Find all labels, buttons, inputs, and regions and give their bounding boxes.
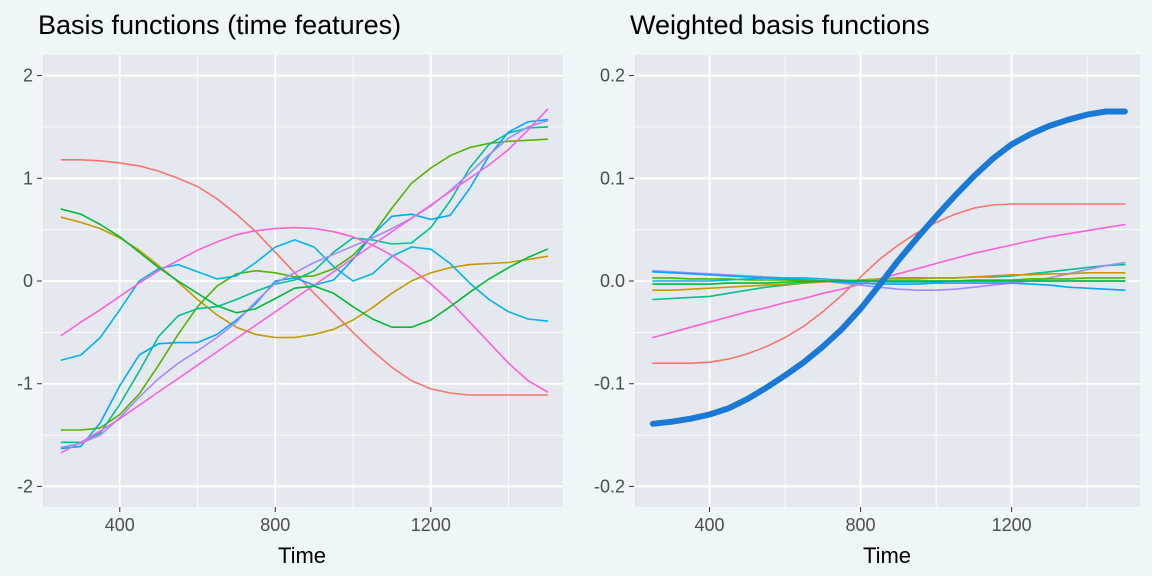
- y-tick-label: -0.2: [594, 476, 625, 496]
- ticks: -0.2 -0.1 0.0 0.1 0.2 400 800 1200: [594, 66, 1032, 535]
- series-line: [60, 126, 549, 444]
- series-line: [60, 119, 549, 449]
- y-tick-label: -1: [17, 374, 33, 394]
- weighted-basis-functions-panel: Weighted basis functions -0.2 -0.1 0.0 0.1 0…: [594, 10, 1140, 568]
- chart-title: Basis functions (time features): [38, 10, 401, 40]
- y-tick-label: 0: [23, 271, 33, 291]
- y-tick-label: 1: [23, 168, 33, 188]
- series-line: [60, 159, 549, 396]
- x-tick-label: 400: [105, 515, 135, 535]
- ticks: -2 -1 0 1 2 400 800 1200: [17, 66, 451, 535]
- chart-title: Weighted basis functions: [630, 10, 930, 40]
- series-line: [60, 138, 549, 431]
- series-line: [60, 118, 549, 450]
- series-line: [60, 239, 549, 361]
- series-line: [652, 280, 1126, 285]
- series-line: [649, 108, 1128, 427]
- y-tick-label: -2: [17, 476, 33, 496]
- x-tick-label: 1200: [411, 515, 451, 535]
- series-group: [60, 108, 549, 454]
- series-group: [649, 108, 1128, 427]
- basis-functions-panel: Basis functions (time features) -2 -1 0 1 2 4…: [17, 10, 563, 568]
- series-line: [60, 108, 549, 454]
- series-line: [60, 216, 549, 339]
- y-tick-label: -0.1: [594, 374, 625, 394]
- x-tick-label: 800: [846, 515, 876, 535]
- series-line: [652, 270, 1126, 292]
- x-tick-label: 800: [260, 515, 290, 535]
- y-tick-label: 2: [23, 66, 33, 86]
- x-tick-label: 400: [694, 515, 724, 535]
- series-line: [60, 208, 549, 329]
- y-tick-label: 0.1: [600, 168, 625, 188]
- x-axis-label: Time: [863, 543, 911, 568]
- series-line: [652, 271, 1126, 292]
- y-tick-label: 0.0: [600, 271, 625, 291]
- x-tick-label: 1200: [992, 515, 1032, 535]
- y-tick-label: 0.2: [600, 66, 625, 86]
- x-axis-label: Time: [278, 543, 326, 568]
- series-line: [60, 226, 549, 393]
- series-line: [652, 203, 1126, 365]
